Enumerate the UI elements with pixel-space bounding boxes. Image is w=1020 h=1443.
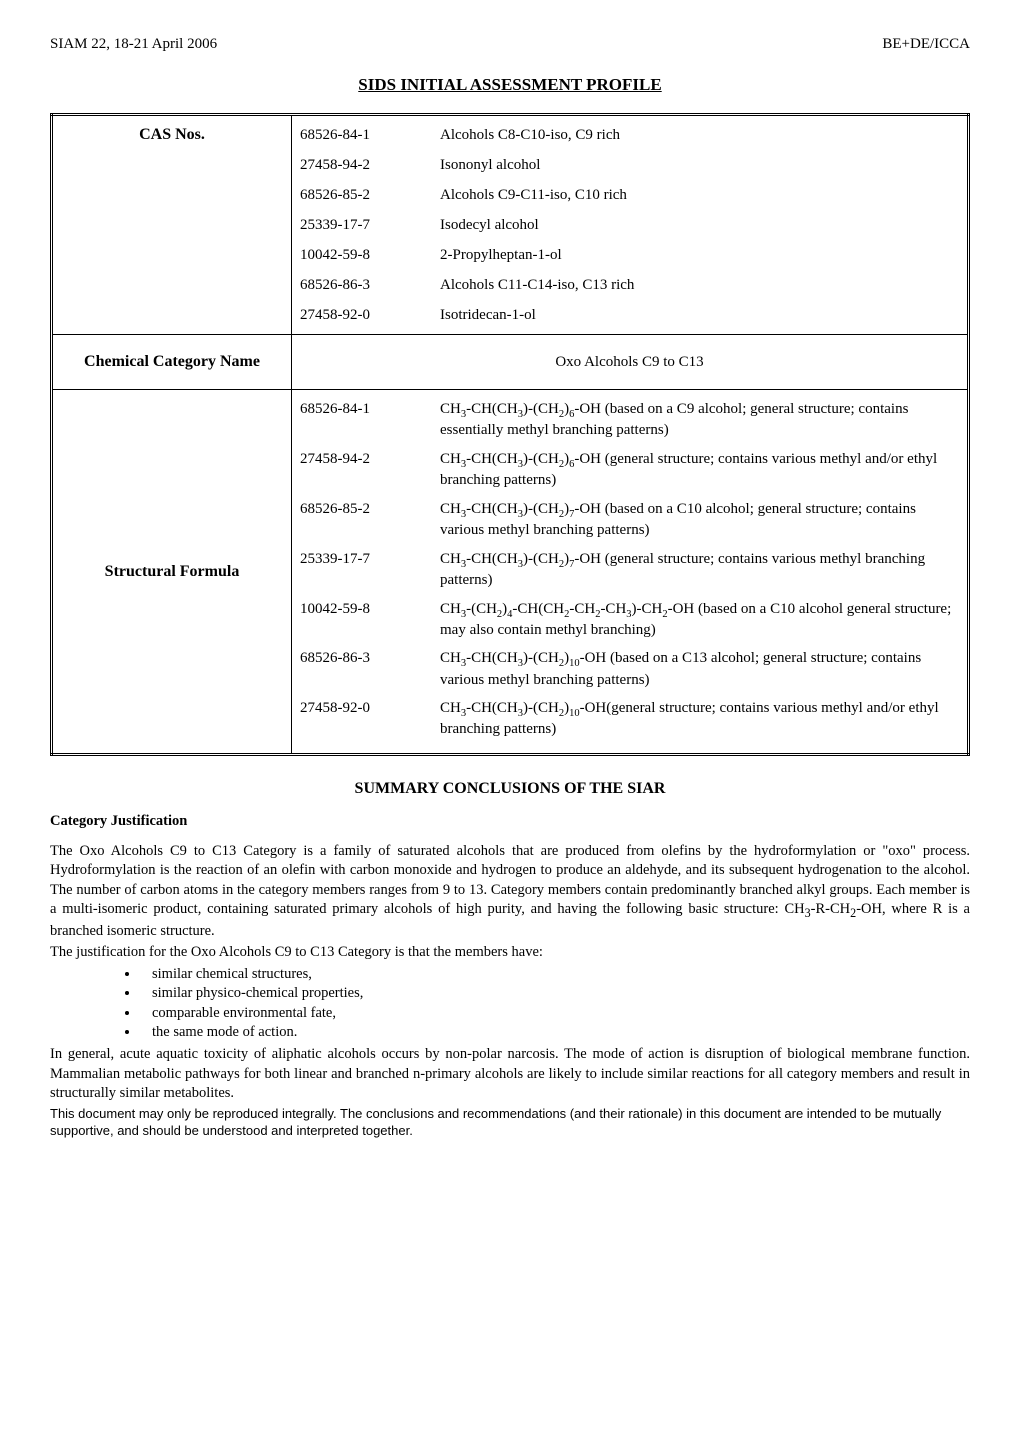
cas-number: 27458-92-0 <box>300 699 440 718</box>
cas-number: 25339-17-7 <box>300 210 440 240</box>
formula-text: CH3-CH(CH3)-(CH2)10-OH (based on a C13 a… <box>440 649 959 689</box>
cas-name: 2-Propylheptan-1-ol <box>440 240 959 270</box>
cas-number: 68526-84-1 <box>300 400 440 419</box>
formula-text: CH3-CH(CH3)-(CH2)6-OH (general structure… <box>440 450 959 490</box>
cas-number: 27458-94-2 <box>300 450 440 469</box>
cas-number: 68526-85-2 <box>300 500 440 519</box>
category-name-label: Chemical Category Name <box>52 335 292 390</box>
cas-nos-label: CAS Nos. <box>52 115 292 335</box>
formula-text: CH3-CH(CH3)-(CH2)10-OH(general structure… <box>440 699 959 739</box>
cas-name: Alcohols C9-C11-iso, C10 rich <box>440 180 959 210</box>
cas-number: 10042-59-8 <box>300 600 440 619</box>
cas-name: Alcohols C8-C10-iso, C9 rich <box>440 120 959 150</box>
formula-text: CH3-(CH2)4-CH(CH2-CH2-CH3)-CH2-OH (based… <box>440 600 959 640</box>
paragraph: In general, acute aquatic toxicity of al… <box>50 1045 970 1104</box>
cas-number: 10042-59-8 <box>300 240 440 270</box>
main-title: SIDS INITIAL ASSESSMENT PROFILE <box>50 75 970 95</box>
cas-number: 68526-86-3 <box>300 649 440 668</box>
paragraph: The Oxo Alcohols C9 to C13 Category is a… <box>50 842 970 941</box>
formula-text: CH3-CH(CH3)-(CH2)7-OH (general structure… <box>440 550 959 590</box>
page-header: SIAM 22, 18-21 April 2006 BE+DE/ICCA <box>50 36 970 53</box>
structural-formula-row: Structural Formula 68526-84-1CH3-CH(CH3)… <box>52 390 969 755</box>
cas-nos-row: CAS Nos. 68526-84-1Alcohols C8-C10-iso, … <box>52 115 969 335</box>
bullet-list: similar chemical structures, similar phy… <box>50 965 970 1043</box>
list-item: similar physico-chemical properties, <box>140 984 970 1004</box>
category-name-value: Oxo Alcohols C9 to C13 <box>292 335 969 390</box>
paragraph: The justification for the Oxo Alcohols C… <box>50 943 970 963</box>
cas-name: Isotridecan-1-ol <box>440 300 959 330</box>
cas-number: 68526-85-2 <box>300 180 440 210</box>
cas-name: Isodecyl alcohol <box>440 210 959 240</box>
structural-formula-list: 68526-84-1CH3-CH(CH3)-(CH2)6-OH (based o… <box>292 390 969 755</box>
header-right: BE+DE/ICCA <box>882 36 970 53</box>
profile-table: CAS Nos. 68526-84-1Alcohols C8-C10-iso, … <box>50 113 970 756</box>
cas-number: 27458-94-2 <box>300 150 440 180</box>
list-item: comparable environmental fate, <box>140 1004 970 1024</box>
structural-formula-label: Structural Formula <box>52 390 292 755</box>
body-text: Category Justification The Oxo Alcohols … <box>50 812 970 1104</box>
category-justification-heading: Category Justification <box>50 812 970 832</box>
summary-title: SUMMARY CONCLUSIONS OF THE SIAR <box>50 780 970 798</box>
cas-number: 27458-92-0 <box>300 300 440 330</box>
formula-text: CH3-CH(CH3)-(CH2)6-OH (based on a C9 alc… <box>440 400 959 440</box>
cas-name: Isononyl alcohol <box>440 150 959 180</box>
formula-text: CH3-CH(CH3)-(CH2)7-OH (based on a C10 al… <box>440 500 959 540</box>
header-left: SIAM 22, 18-21 April 2006 <box>50 36 217 53</box>
cas-nos-list: 68526-84-1Alcohols C8-C10-iso, C9 rich 2… <box>292 115 969 335</box>
list-item: the same mode of action. <box>140 1023 970 1043</box>
category-name-row: Chemical Category Name Oxo Alcohols C9 t… <box>52 335 969 390</box>
cas-number: 68526-84-1 <box>300 120 440 150</box>
cas-number: 25339-17-7 <box>300 550 440 569</box>
cas-number: 68526-86-3 <box>300 270 440 300</box>
footnote: This document may only be reproduced int… <box>50 1106 970 1140</box>
list-item: similar chemical structures, <box>140 965 970 985</box>
cas-name: Alcohols C11-C14-iso, C13 rich <box>440 270 959 300</box>
